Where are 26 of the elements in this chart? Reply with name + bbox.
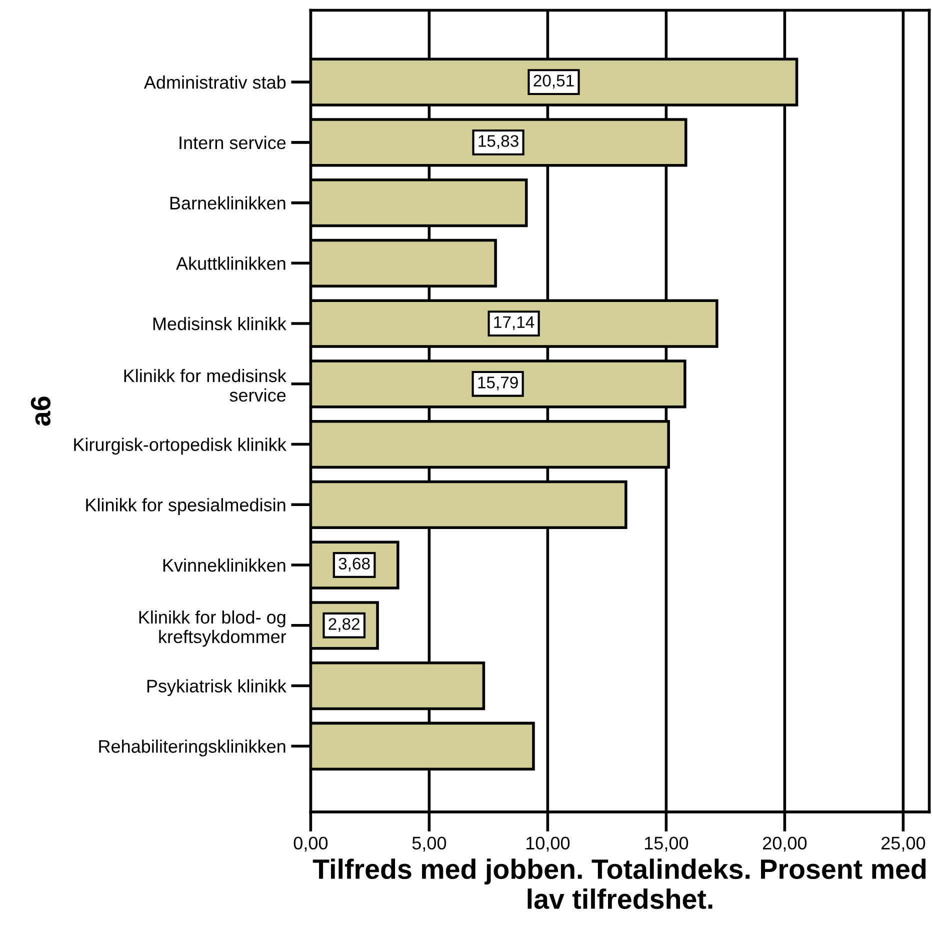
y-tick-label: Barneklinikken bbox=[170, 196, 286, 210]
y-tick-label: Klinikk for spesialmedisin bbox=[86, 498, 286, 515]
data-label: 2,82 bbox=[328, 618, 360, 632]
y-tick-label: Psykiatrisk klinikk bbox=[147, 679, 286, 696]
y-tick-label: Kvinneklinikken bbox=[163, 558, 286, 572]
data-label: 15,79 bbox=[478, 376, 518, 390]
x-tick-label: 0,00 bbox=[294, 836, 328, 852]
x-tick-label: 25,00 bbox=[882, 836, 926, 852]
y-tick-label: Administrativ stab bbox=[144, 76, 286, 89]
y-tick-label: Rehabiliteringsklinikken bbox=[99, 740, 286, 756]
data-label: 15,83 bbox=[478, 135, 518, 149]
y-tick-label: Klinikk for blod- og kreftsykdommer bbox=[139, 610, 286, 647]
x-tick-label: 20,00 bbox=[763, 836, 807, 852]
y-axis-title: a6 bbox=[30, 396, 51, 426]
x-tick-label: 10,00 bbox=[526, 836, 570, 852]
data-label: 20,51 bbox=[534, 74, 574, 89]
y-tick-label: Kirurgisk-ortopedisk klinikk bbox=[74, 438, 286, 455]
data-label: 17,14 bbox=[494, 316, 534, 330]
data-label: 3,68 bbox=[338, 558, 370, 572]
y-tick-label: Akuttklinikken bbox=[176, 256, 286, 270]
x-tick-label: 15,00 bbox=[644, 836, 688, 852]
y-tick-label: Intern service bbox=[180, 136, 286, 150]
y-tick-label: Medisinsk klinikk bbox=[153, 317, 286, 330]
x-tick-label: 5,00 bbox=[412, 836, 446, 852]
y-tick-label: Klinikk for medisinsk service bbox=[124, 368, 286, 402]
x-axis-title: Tilfreds med jobben. Totalindeks. Prosent med lav tilfredshet. bbox=[312, 858, 926, 909]
